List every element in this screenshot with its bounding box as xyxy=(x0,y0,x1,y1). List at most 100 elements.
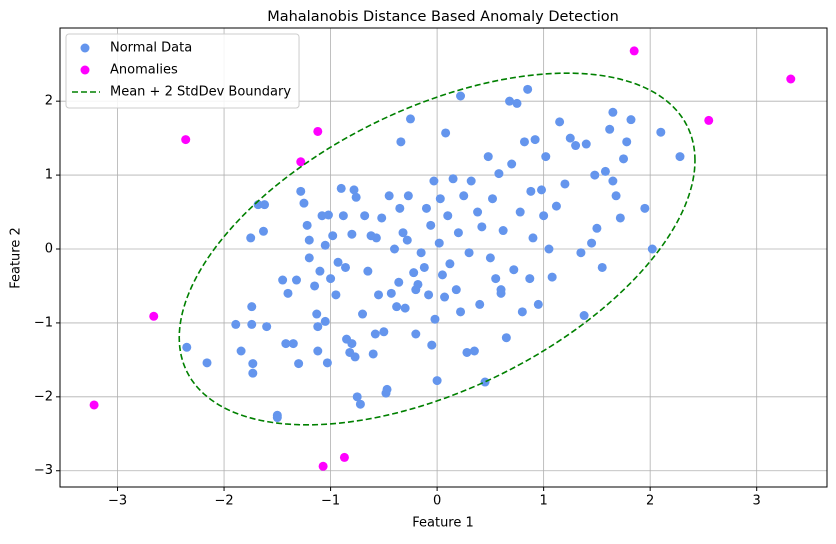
point xyxy=(363,266,373,276)
point xyxy=(322,358,332,368)
point xyxy=(336,183,346,193)
point xyxy=(331,290,341,300)
point xyxy=(619,154,629,164)
legend-marker xyxy=(80,43,90,53)
point xyxy=(475,299,485,309)
point xyxy=(462,347,472,357)
y-tick-label: 2 xyxy=(45,94,53,109)
point xyxy=(328,231,338,241)
point xyxy=(296,157,306,167)
point xyxy=(371,233,381,243)
point xyxy=(403,191,413,201)
point xyxy=(402,235,412,245)
point xyxy=(675,152,685,162)
point xyxy=(394,277,404,287)
point xyxy=(302,220,312,230)
point xyxy=(333,257,343,267)
point xyxy=(547,272,557,282)
point xyxy=(483,152,493,162)
point xyxy=(440,292,450,302)
y-tick-label: −2 xyxy=(34,389,53,404)
point xyxy=(592,223,602,233)
point xyxy=(576,248,586,258)
point xyxy=(340,262,350,272)
point xyxy=(656,127,666,137)
point xyxy=(281,339,291,349)
point xyxy=(248,359,258,369)
x-tick-label: 2 xyxy=(646,494,654,509)
point xyxy=(480,377,490,387)
point xyxy=(384,191,394,201)
point xyxy=(360,211,370,221)
x-tick-label: 3 xyxy=(753,494,761,509)
x-tick-label: −1 xyxy=(321,494,340,509)
point xyxy=(262,322,272,332)
x-tick-label: −3 xyxy=(108,494,127,509)
x-tick-label: 0 xyxy=(433,494,441,509)
point xyxy=(640,203,650,213)
point xyxy=(530,135,540,145)
point xyxy=(429,176,439,186)
point xyxy=(386,288,396,298)
point xyxy=(437,270,447,280)
point xyxy=(581,139,591,149)
point xyxy=(409,268,419,278)
point xyxy=(338,211,348,221)
y-tick-label: 1 xyxy=(45,168,53,183)
point xyxy=(473,207,483,217)
point xyxy=(512,98,522,108)
point xyxy=(448,174,458,184)
point xyxy=(507,159,517,169)
point xyxy=(202,358,212,368)
point xyxy=(488,194,498,204)
point xyxy=(379,327,389,337)
point xyxy=(396,137,406,147)
point xyxy=(247,302,257,312)
point xyxy=(443,211,453,221)
point xyxy=(231,319,241,329)
point xyxy=(560,179,570,189)
point xyxy=(318,461,328,471)
x-axis-label: Feature 1 xyxy=(412,516,474,531)
point xyxy=(505,96,515,106)
point xyxy=(382,384,392,394)
legend: Normal Data Anomalies Mean + 2 StdDev Boun… xyxy=(65,33,300,109)
y-tick-label: 0 xyxy=(45,242,53,257)
point xyxy=(579,311,589,321)
point xyxy=(283,288,293,298)
point xyxy=(494,169,504,179)
point xyxy=(347,339,357,349)
point xyxy=(498,226,508,236)
point xyxy=(315,266,325,276)
point xyxy=(181,135,191,145)
legend-label: Normal Data xyxy=(110,41,192,56)
point xyxy=(445,259,455,269)
point xyxy=(629,46,639,56)
point xyxy=(246,233,256,243)
point xyxy=(347,229,357,239)
point xyxy=(533,299,543,309)
point xyxy=(291,275,301,285)
point xyxy=(605,124,615,134)
point xyxy=(427,340,437,350)
boundary-ellipse xyxy=(178,72,696,426)
point xyxy=(434,238,444,248)
point xyxy=(626,115,636,125)
point xyxy=(517,307,527,317)
point xyxy=(426,220,436,230)
x-tick-label: 1 xyxy=(539,494,547,509)
point xyxy=(523,84,533,94)
point xyxy=(294,359,304,369)
point xyxy=(539,211,549,221)
point xyxy=(647,244,657,254)
point xyxy=(247,319,257,329)
point xyxy=(323,210,333,220)
point xyxy=(441,128,451,138)
point xyxy=(590,170,600,180)
point xyxy=(786,74,796,84)
point xyxy=(260,200,270,210)
point xyxy=(491,274,501,284)
x-tick-label: −2 xyxy=(214,494,233,509)
point xyxy=(477,222,487,232)
point xyxy=(519,137,529,147)
